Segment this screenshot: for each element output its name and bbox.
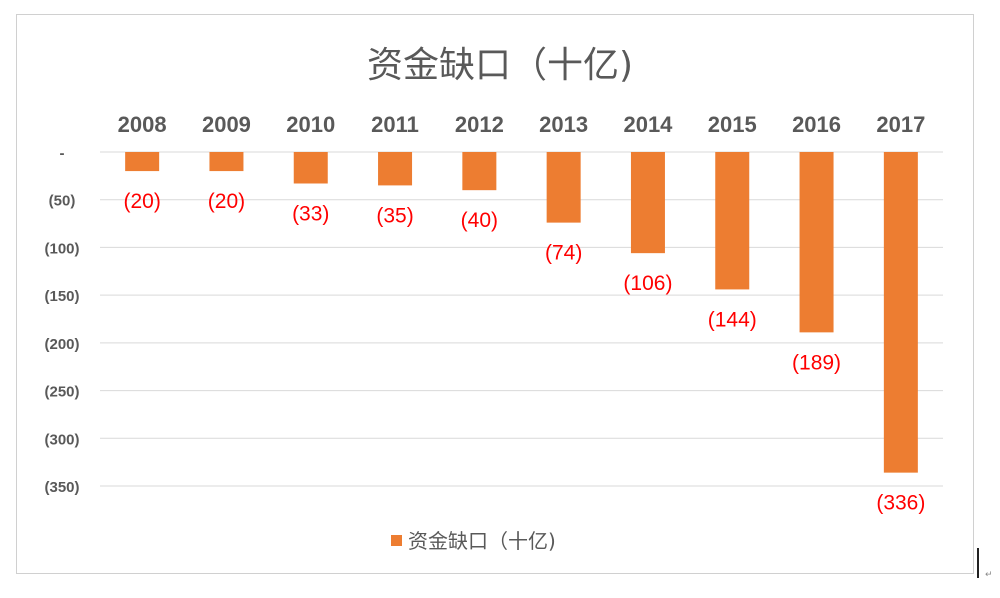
x-tick-label: 2014 bbox=[623, 112, 673, 137]
x-tick-label: 2011 bbox=[371, 112, 419, 137]
x-tick-label: 2017 bbox=[876, 112, 925, 137]
bar-2016 bbox=[799, 152, 834, 333]
bar-2008 bbox=[125, 152, 160, 172]
bar-2014 bbox=[630, 152, 665, 254]
bar-2010 bbox=[293, 152, 328, 184]
legend-label: 资金缺口（十亿) bbox=[408, 529, 556, 553]
y-tick-label: (250) bbox=[44, 384, 79, 401]
x-tick-label: 2008 bbox=[118, 112, 167, 137]
bar-2013 bbox=[546, 152, 581, 223]
bar-2009 bbox=[209, 152, 244, 172]
bar-2017 bbox=[883, 152, 918, 473]
data-label: (33) bbox=[292, 202, 329, 225]
y-tick-label: (300) bbox=[44, 431, 79, 448]
data-label: (20) bbox=[208, 190, 245, 213]
bar-2011 bbox=[378, 152, 413, 186]
data-label: (35) bbox=[376, 204, 413, 227]
data-label: (74) bbox=[545, 242, 582, 265]
data-label: (20) bbox=[123, 190, 160, 213]
bar-2012 bbox=[462, 152, 497, 191]
y-tick-label: (200) bbox=[44, 336, 79, 353]
paragraph-mark-icon: ↵ bbox=[985, 570, 993, 580]
data-label: (336) bbox=[876, 492, 925, 515]
y-tick-label: (100) bbox=[44, 240, 79, 257]
data-label: (189) bbox=[792, 351, 841, 374]
y-tick-label: (50) bbox=[49, 193, 76, 210]
data-label: (106) bbox=[623, 272, 672, 295]
x-tick-label: 2013 bbox=[539, 112, 588, 137]
x-tick-label: 2012 bbox=[455, 112, 504, 137]
x-tick-label: 2015 bbox=[708, 112, 757, 137]
bar-2015 bbox=[715, 152, 750, 290]
y-tick-label: - bbox=[60, 145, 65, 162]
x-tick-label: 2016 bbox=[792, 112, 841, 137]
chart-title: 资金缺口（十亿) bbox=[366, 45, 634, 86]
text-cursor bbox=[977, 548, 979, 578]
y-tick-label: (150) bbox=[44, 288, 79, 305]
data-label: (144) bbox=[708, 308, 757, 331]
y-tick-label: (350) bbox=[44, 479, 79, 496]
x-tick-label: 2009 bbox=[202, 112, 251, 137]
legend-swatch bbox=[391, 535, 402, 546]
data-label: (40) bbox=[461, 209, 498, 232]
x-tick-label: 2010 bbox=[286, 112, 335, 137]
